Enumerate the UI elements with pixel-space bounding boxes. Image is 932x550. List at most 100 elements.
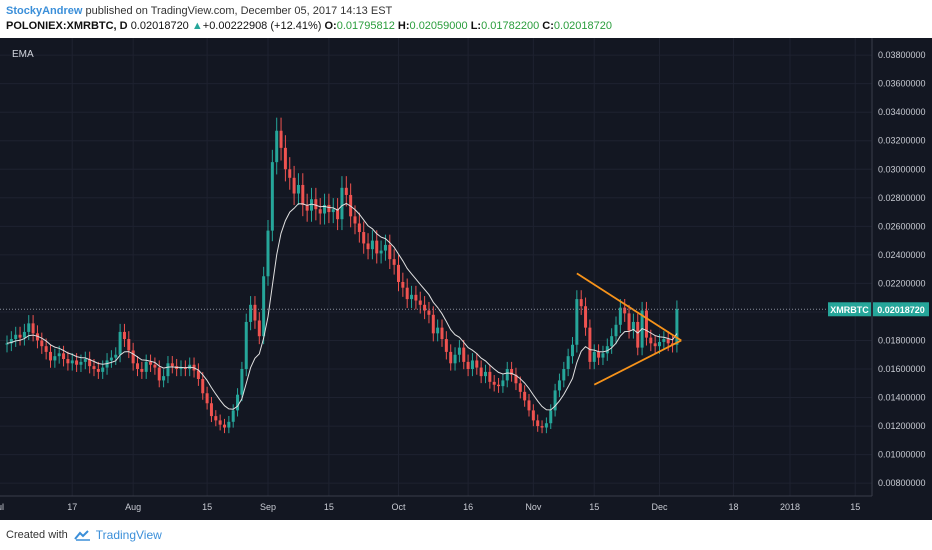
created-with-text: Created with <box>6 529 68 541</box>
candle-body <box>597 351 601 358</box>
candle-body <box>631 321 635 331</box>
candle-body <box>571 344 574 357</box>
candle-body <box>340 187 344 220</box>
y-tick-label: 0.03400000 <box>878 107 926 117</box>
x-tick-label: 17 <box>67 502 77 512</box>
x-tick-label: 15 <box>850 502 860 512</box>
candle-body <box>405 287 409 300</box>
candle-body <box>122 331 126 340</box>
candle-body <box>423 304 427 311</box>
candle-body <box>592 351 596 362</box>
candle-body <box>240 369 244 395</box>
candle-body <box>57 353 61 357</box>
candle-body <box>366 243 370 250</box>
y-tick-label: 0.00800000 <box>878 478 926 488</box>
last-price-tag-label: 0.02018720 <box>877 305 925 315</box>
candle-body <box>344 187 348 195</box>
candle-body <box>479 367 483 377</box>
candle-body <box>497 384 501 387</box>
candle-body <box>227 421 231 428</box>
candle-body <box>249 304 253 322</box>
candle-body <box>140 369 144 372</box>
candle-body <box>170 363 174 367</box>
y-tick-label: 0.01600000 <box>878 364 926 374</box>
last-price-tag-box <box>873 302 929 317</box>
candle-body <box>166 363 170 377</box>
candle-body <box>544 423 548 428</box>
candle-body <box>549 410 553 424</box>
candle-body <box>636 321 640 348</box>
candle-body <box>70 360 74 364</box>
candle-body <box>666 339 670 344</box>
candle-body <box>201 379 205 394</box>
candle-body <box>410 294 414 300</box>
candle-body <box>223 424 226 428</box>
price-chart[interactable]: 0.03800000 0.03600000 0.03400000 0.03200000… <box>0 38 932 520</box>
change-value: +0.00222908 (+12.41%) <box>202 20 322 32</box>
x-tick-label: 15 <box>589 502 599 512</box>
candle-body <box>179 367 183 370</box>
low-label: L: <box>470 20 482 32</box>
candle-body <box>653 343 657 347</box>
candle-body <box>518 383 522 392</box>
candle-body <box>144 361 148 372</box>
candle-body <box>109 357 113 361</box>
candle-body <box>379 250 383 254</box>
time-axis[interactable]: Jul 17 Aug 15 Sep 15 Oct 16 Nov 15 Dec 18 2018 15 <box>0 495 872 512</box>
candle-body <box>162 376 166 381</box>
candle-body <box>444 339 448 352</box>
candle-body <box>9 339 13 344</box>
candle-body <box>136 363 139 370</box>
candle-body <box>127 339 131 351</box>
x-tick-label: 18 <box>728 502 738 512</box>
candle-body <box>157 367 161 381</box>
candle-body <box>401 281 405 288</box>
candle-body <box>418 300 422 305</box>
candle-body <box>301 184 305 205</box>
candle-body <box>327 204 331 213</box>
candle-body <box>353 216 357 224</box>
ema-line <box>6 202 678 411</box>
x-tick-label: Oct <box>391 502 406 512</box>
candle-body <box>288 169 292 178</box>
candle-body <box>66 359 70 364</box>
candle-body <box>314 199 318 210</box>
candle-body <box>18 334 22 338</box>
y-tick-label: 0.02400000 <box>878 250 926 260</box>
candles <box>5 117 679 434</box>
candle-body <box>492 381 496 385</box>
candle-body <box>279 130 283 148</box>
candle-body <box>501 380 505 387</box>
candle-body <box>83 359 87 362</box>
candle-body <box>49 351 52 361</box>
open-label: O: <box>324 20 337 32</box>
candle-body <box>375 240 379 254</box>
candle-body <box>440 327 444 340</box>
candle-body <box>614 324 618 337</box>
candle-body <box>196 370 200 380</box>
published-text: published on TradingView.com, December 0… <box>85 5 393 17</box>
candle-body <box>131 350 135 364</box>
y-tick-label: 0.01800000 <box>878 335 926 345</box>
close-value: 0.02018720 <box>553 20 613 32</box>
candle-body <box>553 390 557 411</box>
candle-body <box>505 369 509 381</box>
candle-body <box>557 380 561 391</box>
candle-body <box>283 147 287 170</box>
candle-body <box>623 307 627 314</box>
candle-body <box>427 310 431 315</box>
candle-body <box>675 309 679 345</box>
candle-body <box>662 339 666 342</box>
candle-body <box>236 394 240 411</box>
y-tick-label: 0.01400000 <box>878 393 926 403</box>
candle-body <box>79 361 83 365</box>
candle-body <box>270 162 274 231</box>
candle-body <box>44 346 48 352</box>
tradingview-brand[interactable]: TradingView <box>73 528 162 542</box>
indicator-label: EMA <box>12 49 34 60</box>
candle-body <box>531 410 535 421</box>
candle-body <box>588 327 592 362</box>
author-link[interactable]: StockyAndrew <box>6 5 83 17</box>
high-label: H: <box>397 20 410 32</box>
candle-body <box>209 403 213 417</box>
